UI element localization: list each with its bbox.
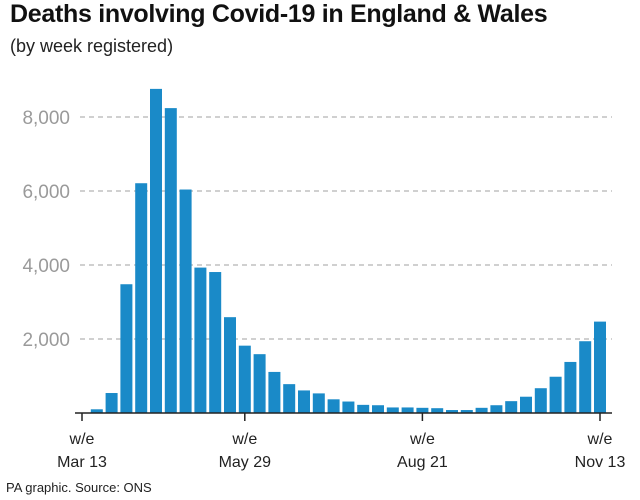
x-tick-label: w/e <box>69 431 95 448</box>
bar <box>579 341 592 413</box>
bar <box>564 361 577 413</box>
bars <box>76 88 606 414</box>
bar <box>150 88 162 413</box>
y-axis-labels: 2,000 4,000 6,000 8,000 <box>22 108 70 351</box>
bar <box>312 393 325 413</box>
bar <box>253 354 266 413</box>
bar <box>298 390 310 413</box>
source-note: PA graphic. Source: ONS <box>6 480 152 495</box>
y-tick-label: 6,000 <box>22 182 70 203</box>
bar <box>416 407 429 413</box>
bar <box>164 108 177 414</box>
bar <box>534 388 547 413</box>
bar <box>475 407 488 413</box>
bar <box>135 183 148 413</box>
chart-subtitle: (by week registered) <box>10 36 174 56</box>
bar <box>490 405 503 413</box>
bar <box>283 384 296 413</box>
x-tick-label: Mar 13 <box>57 454 107 471</box>
bar <box>386 407 399 413</box>
x-tick-label: Nov 13 <box>575 454 626 471</box>
bar <box>224 317 236 413</box>
bar <box>401 407 414 413</box>
y-tick-label: 4,000 <box>22 256 70 277</box>
gridlines <box>80 116 612 340</box>
bar <box>460 410 473 413</box>
bar <box>268 371 281 413</box>
bar <box>372 405 384 413</box>
bar <box>209 272 222 413</box>
x-tick-label: Aug 21 <box>397 454 448 471</box>
y-tick-label: 2,000 <box>22 330 70 351</box>
bar <box>520 396 532 413</box>
bar <box>90 409 103 413</box>
bar <box>431 408 444 413</box>
chart-title: Deaths involving Covid-19 in England & W… <box>10 0 548 28</box>
bar <box>179 189 192 413</box>
bar <box>357 404 370 413</box>
bar <box>194 267 207 413</box>
x-tick-label: w/e <box>587 431 613 448</box>
x-axis: w/e Mar 13 w/e May 29 w/e Aug 21 w/e Nov 13 <box>57 412 626 471</box>
bar <box>105 393 118 413</box>
y-tick-label: 8,000 <box>22 108 70 129</box>
bar <box>446 410 458 413</box>
x-tick-label: May 29 <box>219 454 272 471</box>
bar <box>327 399 340 413</box>
x-tick-label: w/e <box>409 431 435 448</box>
bar <box>342 401 355 413</box>
bar <box>238 345 251 413</box>
bar <box>594 321 606 413</box>
bar <box>549 376 562 413</box>
bar <box>120 284 133 413</box>
x-tick-label: w/e <box>231 431 257 448</box>
bar <box>505 401 518 413</box>
